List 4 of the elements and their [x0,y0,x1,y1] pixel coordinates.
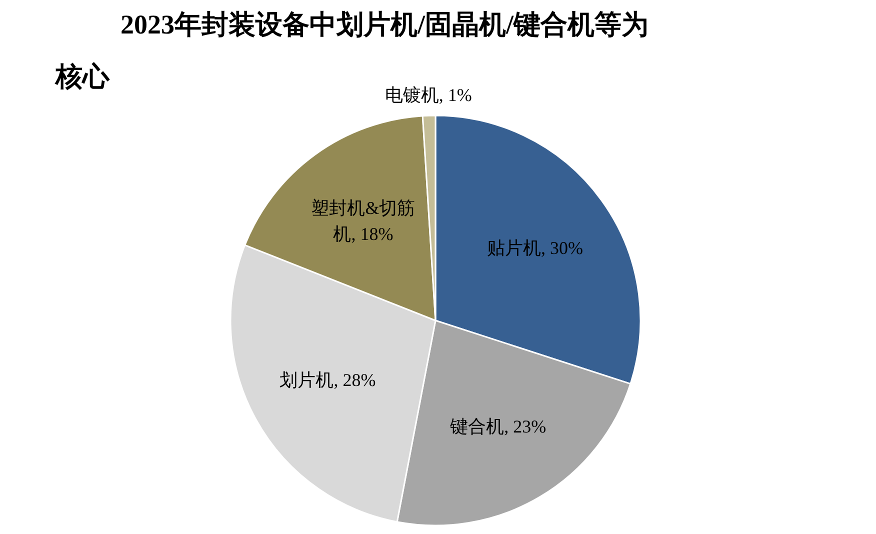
slice-label: 划片机, 28% [280,370,376,390]
slice-label: 塑封机&切筋机, 18% [311,198,416,244]
slice-label: 贴片机, 30% [487,238,584,258]
slice-label: 键合机, 23% [449,416,546,436]
